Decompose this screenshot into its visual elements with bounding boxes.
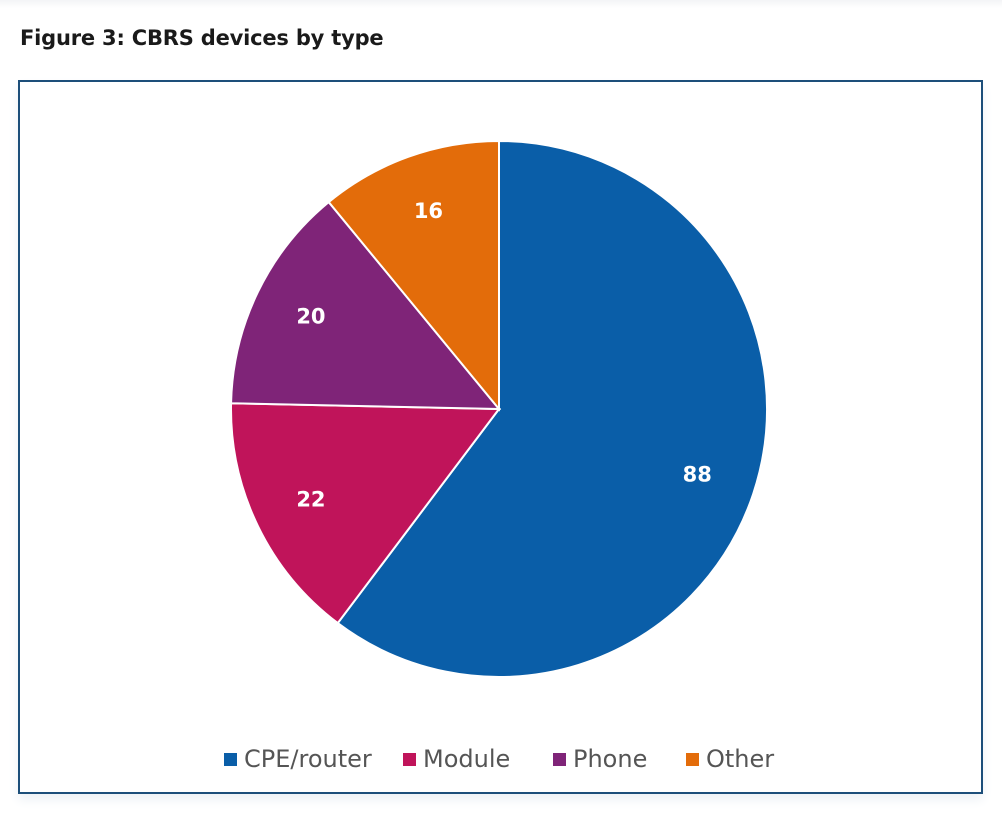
legend-swatch [686, 753, 699, 766]
legend-label: Other [706, 745, 774, 773]
data-label: 16 [414, 199, 443, 223]
pie-slice-cpe-router [336, 139, 768, 678]
pie-slice-phone [230, 200, 502, 411]
legend-label: Module [423, 745, 510, 773]
top-band [0, 0, 1002, 8]
legend-label: Phone [573, 745, 647, 773]
data-label: 22 [296, 487, 325, 511]
pie-slice-module [230, 402, 501, 625]
legend-swatch [403, 753, 416, 766]
pie-slice-other [327, 139, 500, 412]
figure-title: Figure 3: CBRS devices by type [20, 26, 384, 50]
legend-label: CPE/router [244, 745, 372, 773]
legend-swatch [553, 753, 566, 766]
data-label: 20 [296, 305, 325, 329]
data-label: 88 [683, 462, 712, 486]
legend-swatch [224, 753, 237, 766]
